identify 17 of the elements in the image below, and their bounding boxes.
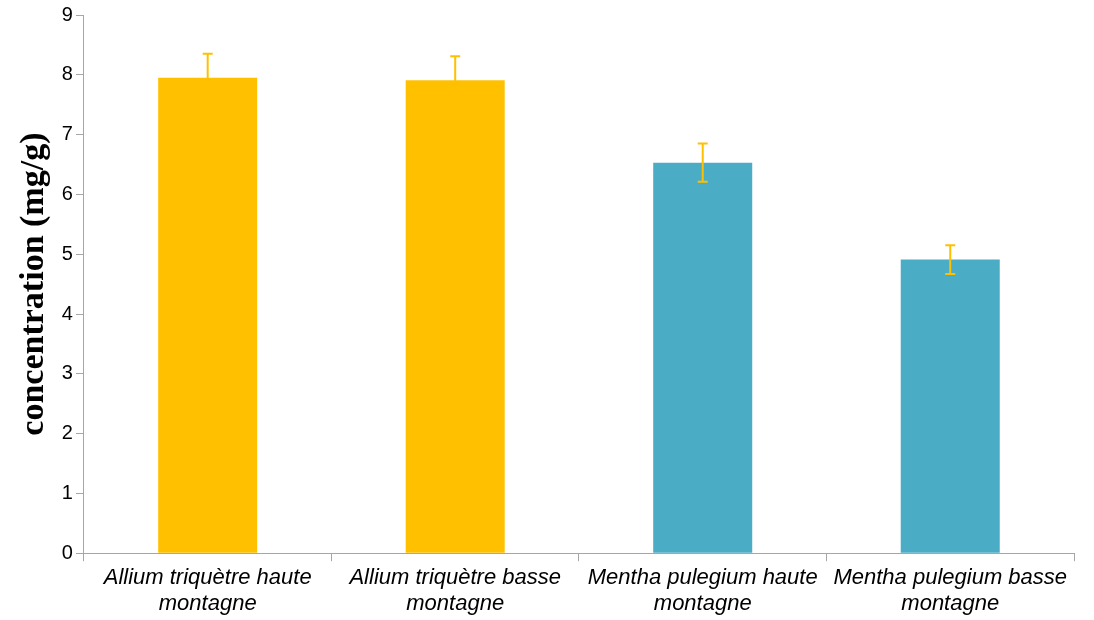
y-tick-label: 2 — [61, 421, 73, 444]
y-tick-label: 9 — [61, 2, 73, 25]
y-tick-label: 7 — [61, 122, 73, 145]
y-tick-label: 6 — [61, 181, 73, 204]
y-tick-label: 4 — [61, 301, 73, 324]
x-tick-label: Allium triquètre haute montagne — [101, 563, 312, 615]
bar — [900, 259, 1000, 553]
x-tick-label: Mentha pulegium haute montagne — [587, 563, 818, 615]
y-tick-label: 3 — [61, 361, 73, 384]
y-tick-label: 1 — [61, 480, 73, 503]
y-axis-title: concentration (mg/g) — [13, 132, 52, 436]
y-tick-label: 8 — [61, 62, 73, 85]
y-tick-label: 0 — [61, 540, 73, 563]
x-tick-label: Allium triquètre basse montagne — [347, 563, 561, 615]
bar — [653, 162, 753, 553]
y-tick-label: 5 — [61, 241, 73, 264]
x-tick-label: Mentha pulegium basse montagne — [833, 563, 1068, 615]
